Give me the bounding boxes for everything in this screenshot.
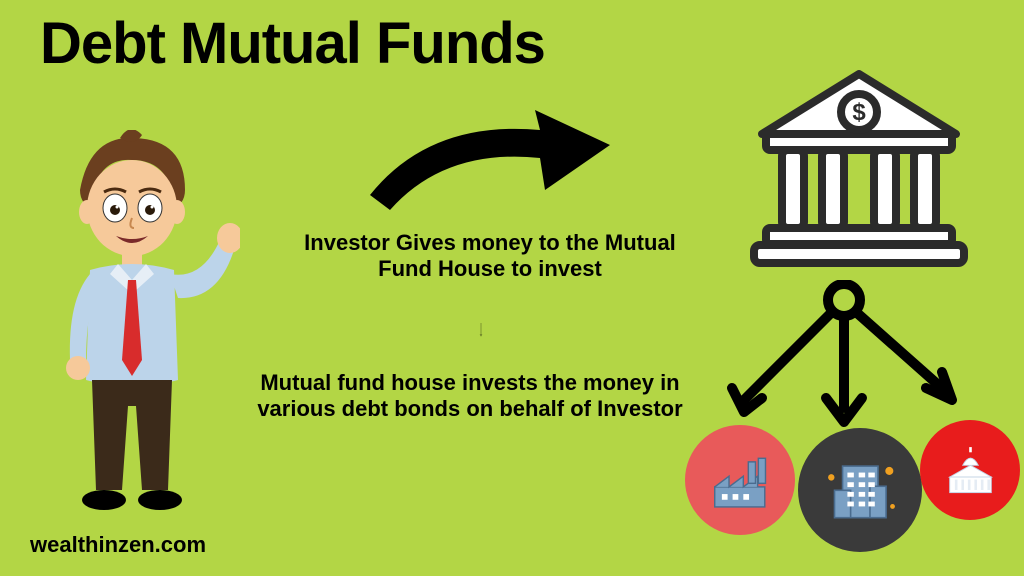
bond-capitol-icon — [920, 420, 1020, 520]
source-url: wealthinzen.com — [30, 532, 206, 558]
caption-fund-invests: Mutual fund house invests the money in v… — [250, 370, 690, 422]
caption-investor-gives: Investor Gives money to the Mutual Fund … — [280, 230, 700, 282]
thin-arrow-icon — [480, 300, 482, 360]
main-title: Debt Mutual Funds — [40, 10, 545, 77]
svg-text:$: $ — [852, 99, 866, 126]
arrow-to-bank-icon — [360, 100, 620, 220]
bond-office-icon — [798, 428, 922, 552]
infographic-canvas: Debt Mutual Funds — [0, 0, 1024, 576]
investor-character — [20, 130, 240, 530]
bank-icon: $ — [744, 60, 974, 270]
bond-factory-icon — [685, 425, 795, 535]
